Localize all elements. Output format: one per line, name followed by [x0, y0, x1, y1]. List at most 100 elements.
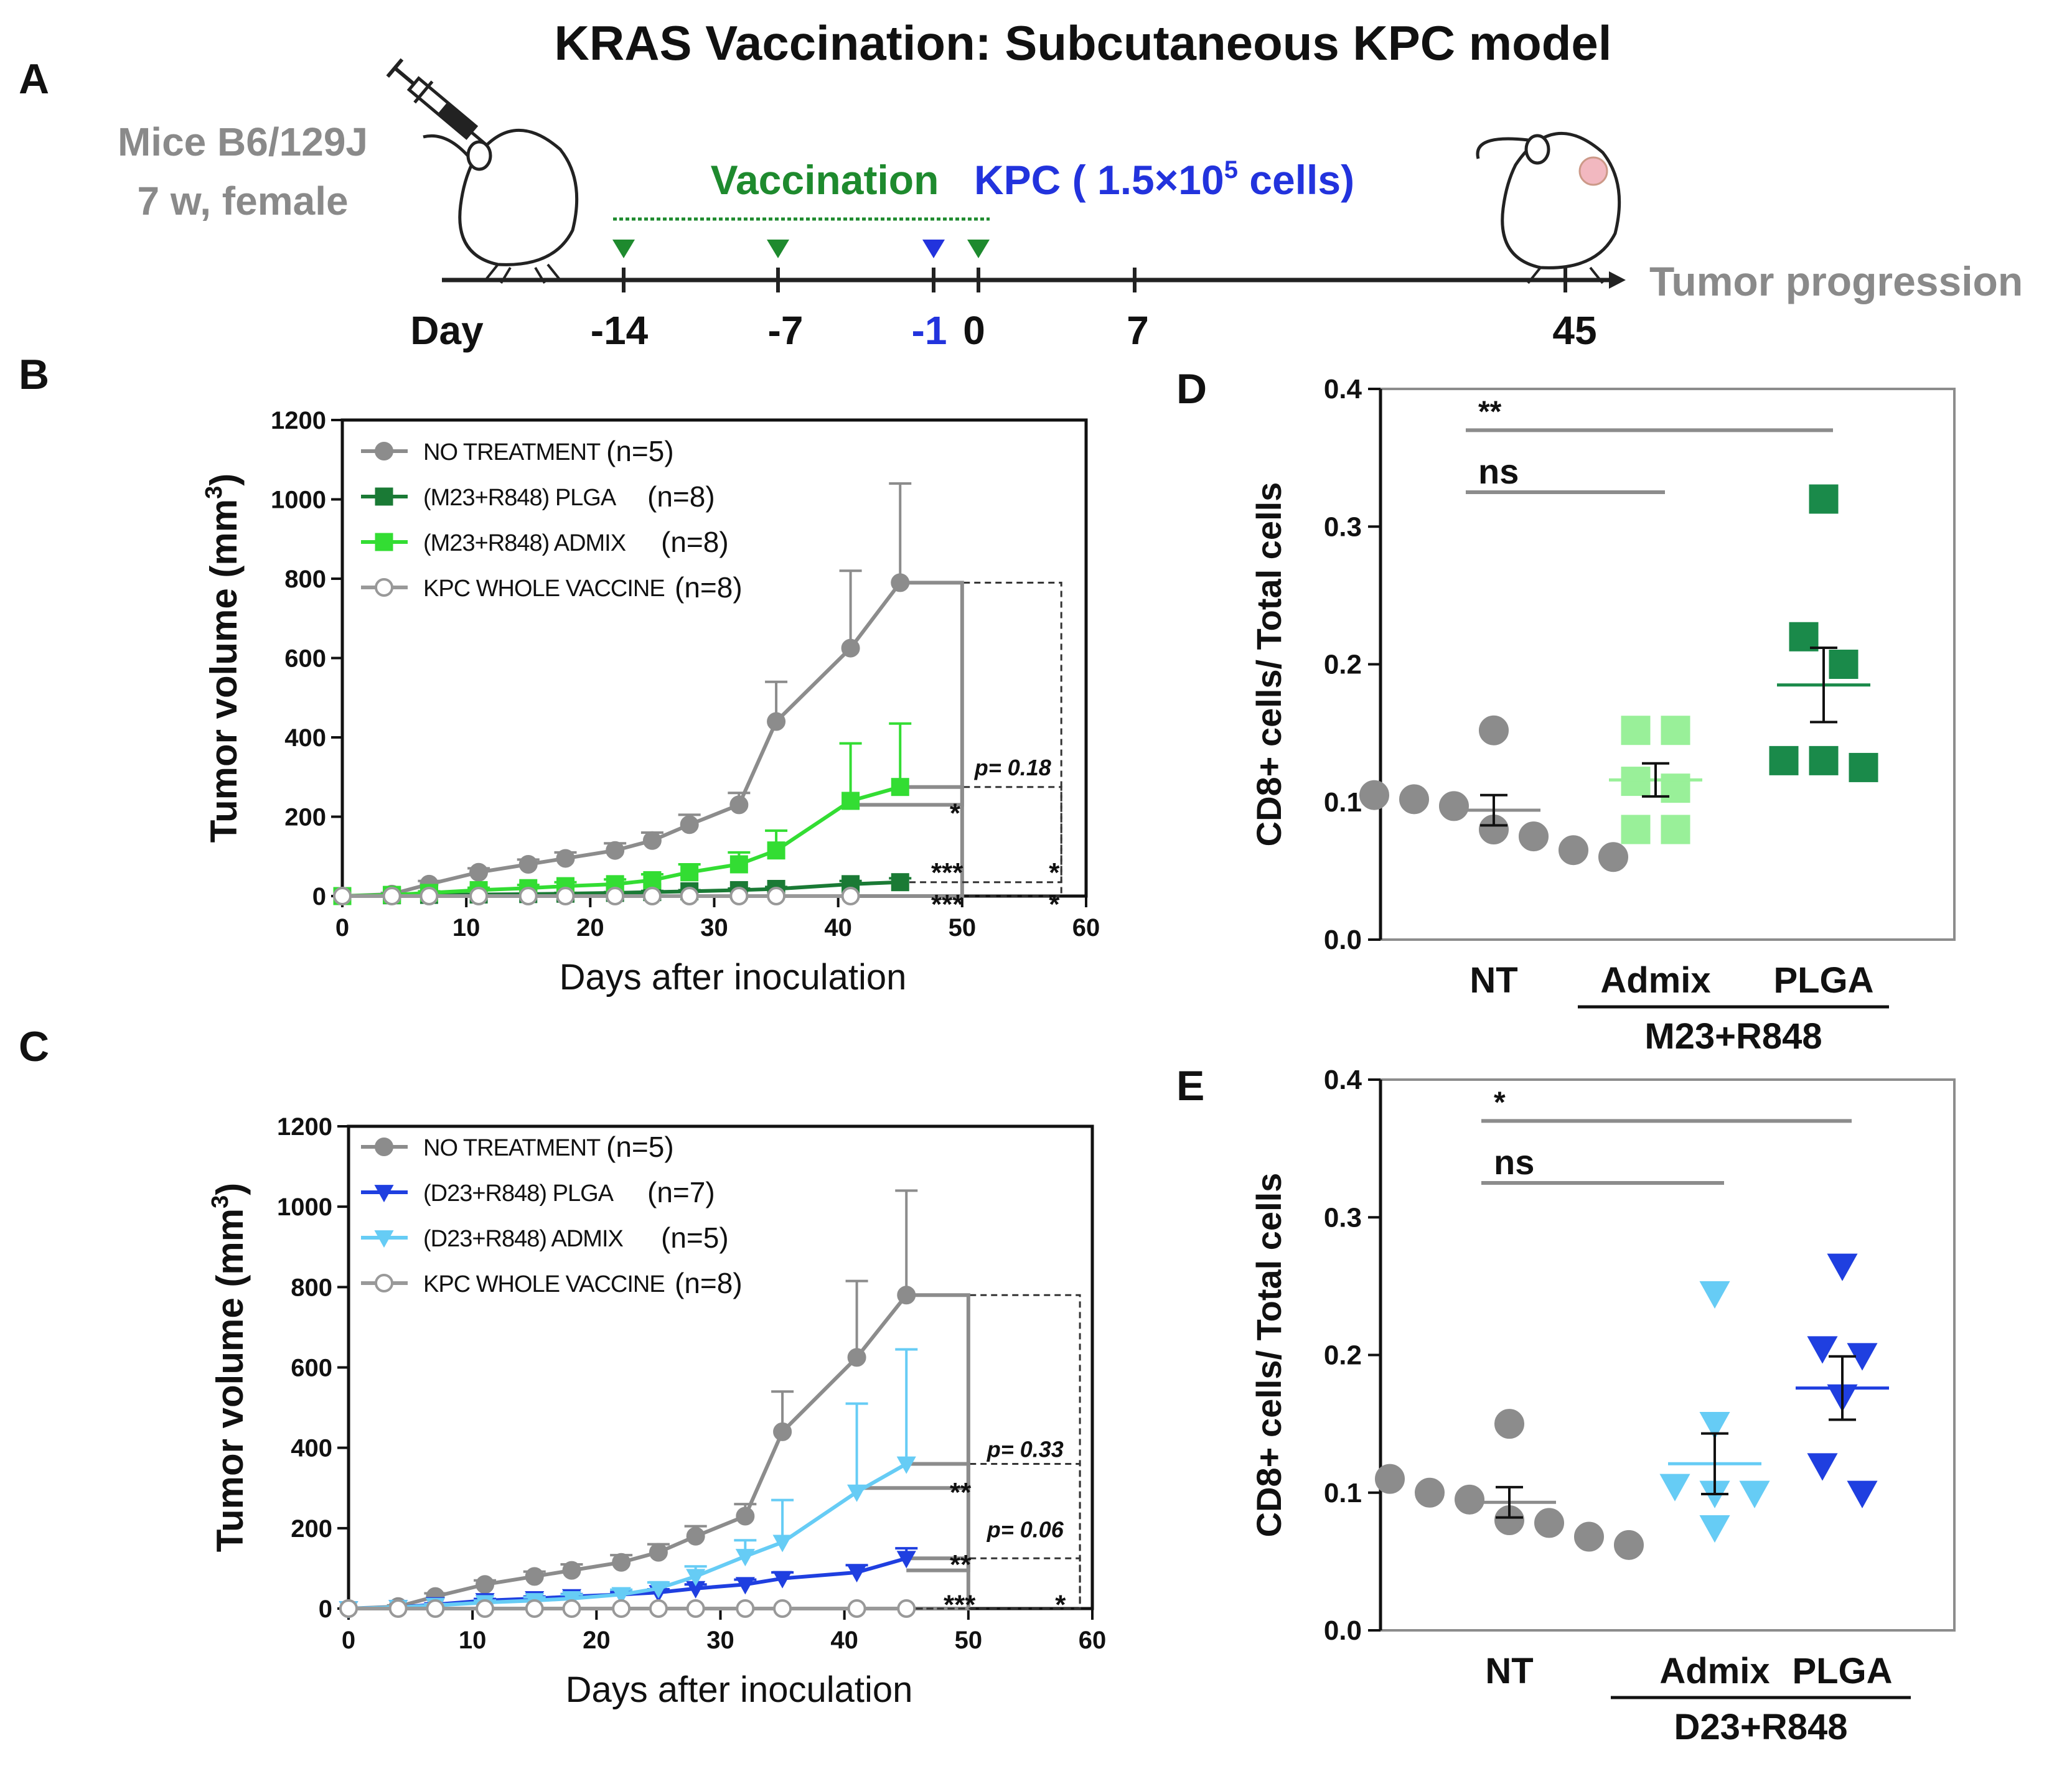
data-point-3-12 — [897, 1599, 916, 1618]
data-point-3-0 — [333, 887, 352, 905]
significance-annotation-3: * — [1049, 857, 1060, 888]
panel-label-e: E — [1176, 1062, 1204, 1110]
significance-annotation-3: ** — [950, 1549, 972, 1580]
y-tick-label: 1000 — [271, 487, 326, 514]
data-point-nt-0 — [1479, 715, 1509, 745]
syringe-icon — [386, 58, 499, 156]
data-point-3-5 — [562, 1599, 581, 1618]
data-point-3-4 — [525, 1599, 544, 1618]
significance-label-1: ns — [1494, 1142, 1534, 1182]
timeline-tick-label-0: -14 — [591, 308, 649, 353]
data-point-0-7 — [642, 831, 662, 850]
x-tick-label: 20 — [583, 1627, 611, 1654]
category-label-nt: NT — [1470, 960, 1517, 1001]
significance-annotation-0: p= 0.18 — [974, 755, 1051, 780]
data-point-2-9 — [729, 855, 748, 874]
mice-age-label: 7 w, female — [137, 179, 348, 223]
category-label-admix: Admix — [1659, 1651, 1770, 1691]
y-tick-label: 0 — [312, 883, 326, 910]
data-point-admix-5 — [1661, 815, 1690, 844]
legend-n-3: (n=8) — [675, 571, 743, 604]
y-axis-label-main: Tumor volume (mm — [209, 1208, 251, 1552]
timeline-marker-kpc-2 — [922, 240, 945, 258]
vaccination-label: Vaccination — [711, 157, 939, 203]
data-point-admix-1 — [1699, 1412, 1730, 1440]
y-tick-label: 0.3 — [1324, 1202, 1362, 1233]
y-tick-label: 0.0 — [1324, 1615, 1362, 1646]
data-point-3-9 — [729, 887, 749, 905]
data-point-3-7 — [649, 1599, 668, 1618]
data-point-admix-4 — [1621, 815, 1651, 844]
timeline-panel: Mice B6/129J 7 w, female — [118, 58, 2023, 353]
data-point-0-3 — [476, 1575, 495, 1594]
data-point-2-11 — [841, 792, 860, 810]
y-axis-label-exponent: 3 — [201, 486, 227, 499]
data-point-nt-0 — [1494, 1409, 1524, 1439]
data-point-nt-7 — [1614, 1530, 1644, 1560]
data-point-0-12 — [891, 573, 910, 592]
data-point-0-9 — [729, 795, 749, 815]
panel-label-c: C — [19, 1023, 49, 1070]
panel-label-a: A — [19, 55, 49, 103]
data-point-3-0 — [339, 1599, 358, 1618]
data-point-3-11 — [841, 887, 860, 905]
data-point-admix-5 — [1699, 1515, 1730, 1543]
data-point-2-11 — [847, 1484, 867, 1502]
data-point-0-12 — [897, 1286, 916, 1305]
legend-swatch-marker-1 — [374, 1185, 394, 1203]
data-point-0-6 — [606, 841, 625, 860]
data-point-1-12 — [891, 873, 909, 892]
legend-entry-1: (D23+R848) PLGA — [423, 1180, 614, 1207]
chart-e: 0.0 0.1 0.2 0.3 0.4 CD8+ cells/ Total cells NT… — [1249, 1065, 1956, 1747]
y-tick-label: 600 — [291, 1355, 332, 1382]
data-point-nt-1 — [1359, 780, 1389, 810]
data-point-nt-1 — [1375, 1464, 1405, 1494]
significance-annotation-5: * — [1049, 889, 1060, 920]
data-point-0-6 — [612, 1553, 631, 1572]
y-tick-label: 200 — [291, 1515, 332, 1543]
data-point-nt-2 — [1399, 784, 1429, 815]
timeline-marker-vaccination-1 — [767, 240, 789, 258]
timeline-tick-label-4: 7 — [1127, 308, 1149, 353]
y-tick-label: 400 — [291, 1435, 332, 1462]
data-point-plga-0 — [1809, 484, 1839, 514]
data-point-2-8 — [680, 863, 699, 882]
data-point-3-6 — [612, 1599, 631, 1618]
data-point-plga-5 — [1849, 752, 1878, 782]
chart-c: 0 200 400 600 800 1000 1200 0 10 20 30 40 50 60 Days a… — [207, 1113, 1106, 1710]
legend-entry-0: NO TREATMENT — [423, 439, 601, 465]
chart-d: 0.0 0.1 0.2 0.3 0.4 CD8+ cells/ Total cells NT… — [1249, 374, 1956, 1057]
data-point-0-11 — [841, 638, 860, 658]
tumor-progression-label: Tumor progression — [1649, 258, 2023, 304]
comparison-bracket-0 — [850, 581, 1062, 897]
comparison-bracket-1 — [850, 581, 964, 898]
data-point-3-8 — [680, 887, 699, 905]
day-label: Day — [410, 308, 484, 353]
y-axis-label-main: Tumor volume (mm — [203, 499, 245, 843]
x-axis-label: Days after inoculation — [560, 957, 907, 997]
group-label: M23+R848 — [1644, 1016, 1822, 1057]
y-tick-label: 800 — [284, 566, 326, 593]
data-point-0-8 — [680, 815, 699, 834]
y-tick-label: 0.1 — [1324, 1478, 1362, 1508]
timeline-tick-label-3: 0 — [963, 308, 985, 353]
data-point-3-10 — [773, 1599, 792, 1618]
significance-label-1: ns — [1478, 452, 1519, 491]
y-axis-label: CD8+ cells/ Total cells — [1249, 482, 1288, 847]
data-point-0-10 — [767, 712, 786, 731]
series-line-2 — [348, 1462, 907, 1610]
data-point-0-9 — [736, 1507, 755, 1526]
y-axis-label: CD8+ cells/ Total cells — [1249, 1173, 1288, 1538]
figure-title: KRAS Vaccination: Subcutaneous KPC model — [555, 16, 1612, 70]
data-point-3-11 — [847, 1599, 866, 1618]
y-tick-label: 0 — [319, 1595, 332, 1623]
data-point-nt-7 — [1598, 842, 1628, 872]
legend-swatch-marker-1 — [375, 487, 393, 506]
data-point-nt-5 — [1519, 821, 1549, 852]
data-point-3-10 — [767, 887, 786, 905]
y-tick-label: 0.3 — [1324, 512, 1362, 542]
legend-entry-2: (M23+R848) ADMIX — [423, 530, 626, 556]
x-tick-label: 10 — [459, 1627, 487, 1654]
data-point-3-2 — [426, 1599, 445, 1618]
group-label: D23+R848 — [1674, 1707, 1848, 1747]
